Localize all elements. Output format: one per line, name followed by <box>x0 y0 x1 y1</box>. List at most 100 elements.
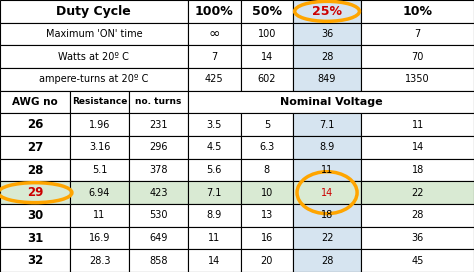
Bar <box>129 136 188 159</box>
Bar <box>188 159 241 181</box>
Text: 50%: 50% <box>252 5 282 18</box>
Text: 10%: 10% <box>402 5 433 18</box>
Text: 11: 11 <box>411 120 424 130</box>
Bar <box>129 204 188 227</box>
Text: 602: 602 <box>257 74 276 84</box>
Bar <box>293 68 361 91</box>
Text: no. turns: no. turns <box>135 97 182 107</box>
Bar <box>0 23 188 45</box>
Bar <box>293 159 361 181</box>
Bar <box>293 227 361 249</box>
Text: 13: 13 <box>261 210 273 220</box>
Bar <box>129 91 188 113</box>
Bar <box>361 204 474 227</box>
Text: ampere-turns at 20º C: ampere-turns at 20º C <box>39 74 148 84</box>
Text: 11: 11 <box>93 210 106 220</box>
Text: 378: 378 <box>149 165 168 175</box>
Text: 16.9: 16.9 <box>89 233 110 243</box>
Bar <box>188 91 474 113</box>
Bar <box>293 0 361 23</box>
Bar <box>361 23 474 45</box>
Text: 28: 28 <box>321 52 333 62</box>
Text: 4.5: 4.5 <box>207 142 222 152</box>
Text: 5.6: 5.6 <box>207 165 222 175</box>
Text: 28.3: 28.3 <box>89 256 110 266</box>
Text: Resistance: Resistance <box>72 97 127 107</box>
Bar <box>361 0 474 23</box>
Text: 425: 425 <box>205 74 224 84</box>
Bar <box>188 227 241 249</box>
Bar <box>241 249 293 272</box>
Bar <box>0 0 188 23</box>
Bar <box>0 45 188 68</box>
Bar <box>241 23 293 45</box>
Bar <box>241 159 293 181</box>
Bar <box>188 204 241 227</box>
Bar <box>241 45 293 68</box>
Text: 7.1: 7.1 <box>207 188 222 198</box>
Text: 8.9: 8.9 <box>207 210 222 220</box>
Text: 31: 31 <box>27 231 43 245</box>
Bar <box>361 227 474 249</box>
Bar <box>188 181 241 204</box>
Text: 8.9: 8.9 <box>319 142 335 152</box>
Text: 28: 28 <box>321 256 333 266</box>
Text: 231: 231 <box>149 120 168 130</box>
Text: 6.94: 6.94 <box>89 188 110 198</box>
Text: Maximum 'ON' time: Maximum 'ON' time <box>46 29 142 39</box>
Text: 11: 11 <box>321 165 333 175</box>
Text: 1.96: 1.96 <box>89 120 110 130</box>
Text: 14: 14 <box>208 256 220 266</box>
Bar <box>361 45 474 68</box>
Bar <box>129 249 188 272</box>
Text: 100%: 100% <box>195 5 234 18</box>
Text: 7.1: 7.1 <box>319 120 335 130</box>
Text: 28: 28 <box>411 210 424 220</box>
Text: 10: 10 <box>261 188 273 198</box>
Text: 20: 20 <box>261 256 273 266</box>
Text: 3.16: 3.16 <box>89 142 110 152</box>
Bar <box>129 227 188 249</box>
Text: 32: 32 <box>27 254 43 267</box>
Text: 7: 7 <box>414 29 421 39</box>
Text: 26: 26 <box>27 118 43 131</box>
Bar <box>0 181 70 204</box>
Text: 22: 22 <box>411 188 424 198</box>
Text: 25%: 25% <box>312 5 342 18</box>
Bar <box>70 204 129 227</box>
Bar <box>293 45 361 68</box>
Text: 1350: 1350 <box>405 74 430 84</box>
Bar <box>241 204 293 227</box>
Bar <box>0 249 70 272</box>
Bar <box>361 136 474 159</box>
Bar <box>293 113 361 136</box>
Text: 7: 7 <box>211 52 218 62</box>
Text: Duty Cycle: Duty Cycle <box>56 5 131 18</box>
Text: 11: 11 <box>208 233 220 243</box>
Bar <box>70 159 129 181</box>
Text: 858: 858 <box>149 256 168 266</box>
Bar <box>188 45 241 68</box>
Text: 14: 14 <box>261 52 273 62</box>
Bar <box>293 23 361 45</box>
Text: 849: 849 <box>318 74 336 84</box>
Bar <box>0 227 70 249</box>
Bar <box>241 68 293 91</box>
Text: 27: 27 <box>27 141 43 154</box>
Bar <box>70 181 129 204</box>
Text: 16: 16 <box>261 233 273 243</box>
Text: Watts at 20º C: Watts at 20º C <box>58 52 129 62</box>
Text: 296: 296 <box>149 142 168 152</box>
Text: 100: 100 <box>258 29 276 39</box>
Bar <box>293 181 361 204</box>
Text: 8: 8 <box>264 165 270 175</box>
Bar <box>361 159 474 181</box>
Text: 18: 18 <box>411 165 424 175</box>
Text: 45: 45 <box>411 256 424 266</box>
Bar <box>188 113 241 136</box>
Text: 423: 423 <box>149 188 168 198</box>
Text: AWG no: AWG no <box>12 97 58 107</box>
Bar <box>70 136 129 159</box>
Bar <box>188 23 241 45</box>
Bar <box>361 68 474 91</box>
